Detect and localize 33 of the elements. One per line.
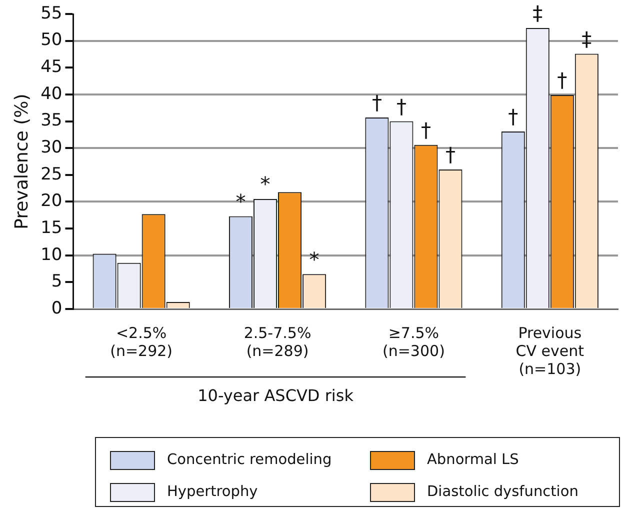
legend-label: Abnormal LS xyxy=(427,452,519,468)
x-tick-label: ≥7.5% (n=300) xyxy=(382,324,445,360)
annotation: † xyxy=(445,142,456,167)
annotation: * xyxy=(309,247,320,272)
annotation: * xyxy=(260,172,270,196)
legend-label: Hypertrophy xyxy=(167,484,258,500)
y-tick-label: 35 xyxy=(40,110,62,131)
y-tick-label: 50 xyxy=(40,30,62,50)
y-tick-label: 25 xyxy=(40,164,62,184)
annotation: † xyxy=(420,118,431,142)
y-tick-label: 40 xyxy=(40,84,62,104)
y-tick-label: 15 xyxy=(40,218,62,238)
y-tick-label: 10 xyxy=(40,244,62,265)
annotation: † xyxy=(557,68,568,92)
y-tick-label: 45 xyxy=(40,57,62,78)
text: 10-year ASCVD risk xyxy=(198,386,354,406)
x-tick-label: Previous CV event (n=103) xyxy=(516,324,584,378)
y-tick-label: 55 xyxy=(40,3,62,24)
x-tick-label: 2.5-7.5% (n=289) xyxy=(244,324,312,360)
annotation: † xyxy=(372,90,382,115)
annotation: ‡ xyxy=(582,26,592,51)
y-tick-label: 30 xyxy=(40,138,62,158)
annotation: † xyxy=(508,104,518,129)
y-tick-label: 20 xyxy=(40,191,62,212)
legend-label: Concentric remodeling xyxy=(167,452,332,468)
y-tick-label: 5 xyxy=(51,272,62,292)
legend-label: Diastolic dysfunction xyxy=(427,484,578,500)
y-tick-label: 0 xyxy=(51,298,62,318)
annotation: * xyxy=(236,189,246,214)
y-axis-title: Prevalence (%) xyxy=(11,94,32,230)
x-tick-label: <2.5% (n=292) xyxy=(110,324,173,360)
annotation: ‡ xyxy=(532,1,543,26)
annotation: † xyxy=(396,94,406,118)
